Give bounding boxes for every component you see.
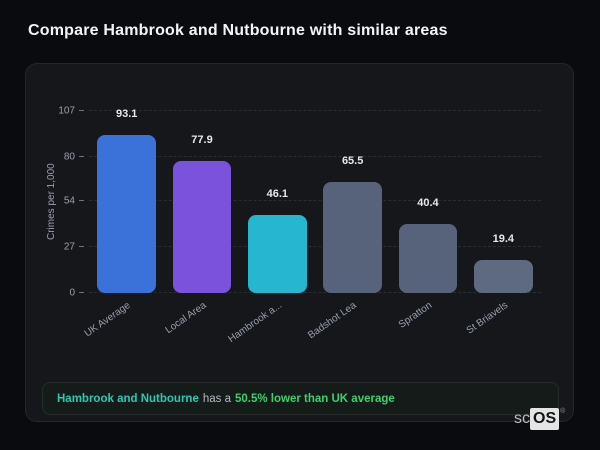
y-tick-mark [79, 292, 84, 293]
bar-UK Average[interactable] [97, 134, 157, 293]
y-tick-label: 54 [63, 195, 75, 207]
bar-value-label: 65.5 [341, 154, 364, 167]
y-tick-mark [79, 110, 84, 111]
x-tick-label: Badshot Lea [306, 300, 359, 342]
x-tick-label: St Briavels [464, 300, 510, 337]
y-tick-label: 27 [63, 241, 75, 253]
x-tick-label: Spratton [397, 300, 435, 331]
summary-connector: has a [202, 392, 231, 405]
bar-value-label: 46.1 [266, 187, 289, 200]
bar-slot: 46.1 Hambrook a... [226, 111, 315, 345]
bar-slot: 19.4 St Briavels [464, 111, 541, 336]
bar-Hambrook a...[interactable] [247, 214, 307, 293]
chart-card: Crimes per 1,000 93.1 UK Average 77.9 Local… [25, 63, 574, 422]
scos-logo: sc OS ® [514, 408, 565, 430]
bar-St Briavels[interactable] [473, 260, 533, 293]
bar-chart-plot-area: 93.1 UK Average 77.9 Local Area 46.1 Hambrook… [58, 106, 541, 345]
bar-slots: 93.1 UK Average 77.9 Local Area 46.1 Hambrook… [83, 107, 541, 345]
page-title: Compare Hambrook and Nutbourne with simi… [28, 22, 448, 39]
bar-slot: 65.5 Badshot Lea [307, 111, 390, 341]
registered-mark: ® [560, 408, 566, 415]
bar-value-label: 77.9 [191, 133, 213, 146]
bar-value-label: 93.1 [115, 107, 138, 120]
logo-prefix: sc [514, 410, 530, 427]
gridline [89, 200, 541, 202]
gridline [89, 155, 541, 157]
gridline [89, 292, 541, 293]
bar-Spratton[interactable] [398, 224, 458, 293]
gridline [89, 246, 541, 248]
y-tick-label: 80 [63, 151, 75, 163]
gridline [89, 110, 541, 111]
x-tick-label: Local Area [163, 300, 209, 337]
y-tick-label: 0 [69, 287, 75, 299]
bar-Badshot Lea[interactable] [323, 181, 383, 293]
summary-banner: Hambrook and Nutbourne has a 50.5% lower t… [42, 382, 559, 415]
x-tick-label: UK Average [83, 300, 133, 340]
bar-value-label: 40.4 [417, 197, 439, 210]
y-tick-mark [79, 200, 84, 202]
y-tick-mark [79, 155, 84, 157]
bar-Local Area[interactable] [172, 160, 232, 293]
y-tick-label: 107 [58, 105, 75, 117]
x-tick-label: Hambrook a... [225, 300, 284, 346]
bar-slot: 93.1 UK Average [83, 107, 164, 340]
y-tick-mark [79, 246, 84, 248]
bar-value-label: 19.4 [492, 233, 515, 246]
summary-area-name: Hambrook and Nutbourne [57, 392, 199, 405]
bar-slot: 77.9 Local Area [163, 111, 239, 336]
bar-slot: 40.4 Spratton [390, 111, 465, 331]
summary-stat: 50.5% lower than UK average [234, 392, 395, 405]
logo-badge: OS [530, 408, 560, 430]
